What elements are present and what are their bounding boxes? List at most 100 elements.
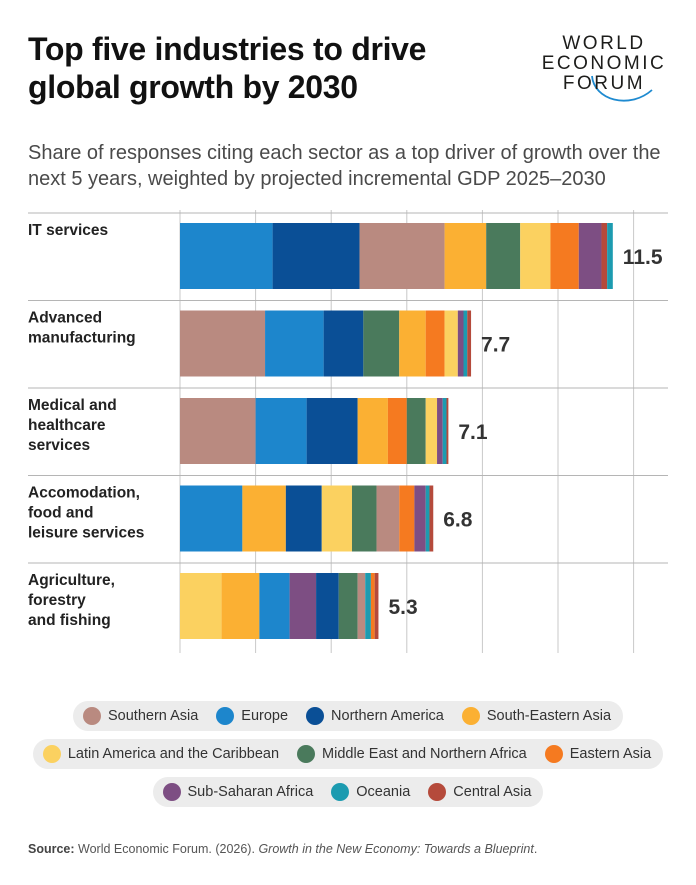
- bar-segment: [444, 310, 458, 377]
- bar-segment: [601, 223, 608, 289]
- legend-pill: Latin America and the Caribbean Middle Ea…: [32, 739, 664, 769]
- legend-item: Middle East and Northern Africa: [293, 745, 527, 763]
- bar-segment: [180, 223, 273, 289]
- bar-segment: [180, 573, 222, 639]
- category-label: Advanced: [28, 310, 102, 327]
- source-end: .: [533, 842, 538, 856]
- bar-segment: [255, 398, 307, 464]
- logo-line-1: WORLD: [562, 33, 646, 54]
- legend-item: Northern America: [302, 707, 444, 725]
- logo-line-2: ECONOMIC: [541, 53, 667, 74]
- legend-item: Eastern Asia: [541, 745, 651, 763]
- bar-segment: [370, 573, 375, 639]
- bar-segment: [376, 485, 400, 552]
- category-label: Agriculture,: [28, 572, 115, 589]
- legend-row-1: Southern Asia Europe Northern America South…: [0, 701, 696, 731]
- legend-swatch: [306, 707, 325, 725]
- legend-row-3: Sub-Saharan Africa Oceania Central Asia: [0, 777, 696, 807]
- legend-swatch: [42, 745, 61, 763]
- bar-segment: [444, 223, 487, 289]
- bar-segment: [467, 310, 472, 377]
- bar-segment: [578, 223, 602, 289]
- bar-segment: [399, 485, 415, 552]
- category-label: and fishing: [28, 612, 111, 629]
- logo-arc-icon: [591, 75, 653, 102]
- stacked-bar-chart: IT services 11.5 Advanced manufacturing 7.7 M…: [28, 210, 668, 653]
- total-label: 5.3: [388, 596, 417, 619]
- legend-label: Europe: [241, 708, 289, 724]
- source-label: Source:: [28, 842, 75, 856]
- bar-segment: [306, 398, 358, 464]
- bar-segment: [425, 310, 445, 377]
- legend-label: Middle East and Northern Africa: [322, 746, 527, 762]
- legend-item: Europe: [212, 707, 288, 725]
- total-label: 7.7: [481, 334, 510, 357]
- bar-segment: [357, 573, 366, 639]
- bar-segment: [520, 223, 551, 289]
- legend-row-2: Latin America and the Caribbean Middle Ea…: [0, 739, 696, 769]
- total-label: 11.5: [623, 246, 663, 269]
- legend-item: South-Eastern Asia: [458, 707, 611, 725]
- legend-item: Central Asia: [424, 783, 531, 801]
- category-label: forestry: [28, 592, 86, 609]
- category-label: leisure services: [28, 525, 144, 542]
- bar-segment: [338, 573, 358, 639]
- category-label: Medical and: [28, 397, 117, 414]
- legend-item: Southern Asia: [79, 707, 198, 725]
- bar-segment: [265, 310, 324, 377]
- bar-segment: [285, 485, 322, 552]
- bar-segment: [359, 223, 445, 289]
- bar-segment: [323, 310, 364, 377]
- bar-segment: [406, 398, 426, 464]
- chart-title: Top five industries to drive global grow…: [28, 31, 427, 105]
- legend-swatch: [461, 707, 480, 725]
- bar-segment: [321, 485, 352, 552]
- bar-segment: [442, 398, 447, 464]
- bar-segment: [221, 573, 260, 639]
- bar-segment: [357, 398, 388, 464]
- bar-segment: [180, 485, 243, 552]
- source-note: Source: World Economic Forum. (2026). Gr…: [28, 842, 537, 856]
- legend-swatch: [82, 707, 101, 725]
- legend-label: South-Eastern Asia: [486, 708, 612, 724]
- bar-segment: [399, 310, 426, 377]
- legend-pill: Sub-Saharan Africa Oceania Central Asia: [152, 777, 544, 807]
- bar-segment: [316, 573, 339, 639]
- bar-segment: [180, 398, 256, 464]
- bar-segment: [242, 485, 286, 552]
- legend-label: Latin America and the Caribbean: [67, 746, 280, 762]
- bar-segment: [351, 485, 377, 552]
- category-label: healthcare: [28, 417, 106, 434]
- bar-segment: [259, 573, 290, 639]
- total-label: 7.1: [458, 421, 488, 444]
- chart-subtitle: Share of responses citing each sector as…: [28, 142, 661, 190]
- bar-segment: [607, 223, 613, 289]
- source-title: Growth in the New Economy: Towards a Blu…: [258, 842, 534, 856]
- category-label: Accomodation,: [28, 485, 140, 502]
- bar-segment: [365, 573, 371, 639]
- legend-swatch: [297, 745, 316, 763]
- source-text: World Economic Forum. (2026).: [78, 842, 255, 856]
- total-label: 6.8: [443, 509, 473, 532]
- bar-segment: [463, 310, 468, 377]
- category-label: food and: [28, 505, 93, 522]
- bar-segment: [437, 398, 443, 464]
- category-label: manufacturing: [28, 330, 136, 347]
- legend-item: Oceania: [327, 783, 410, 801]
- bar-segment: [374, 573, 379, 639]
- bar-segment: [387, 398, 407, 464]
- bar-segment: [425, 485, 430, 552]
- legend-swatch: [331, 783, 350, 801]
- legend-swatch: [428, 783, 447, 801]
- bar-segment: [429, 485, 434, 552]
- logo-line-3: FORUM: [562, 73, 646, 94]
- legend-swatch: [216, 707, 235, 725]
- bar-segment: [486, 223, 521, 289]
- legend-item: Latin America and the Caribbean: [39, 745, 279, 763]
- bar-segment: [457, 310, 464, 377]
- bar-segment: [363, 310, 400, 377]
- legend-label: Northern America: [331, 708, 444, 724]
- category-label: IT services: [28, 222, 108, 239]
- legend-label: Oceania: [356, 784, 411, 800]
- legend-item: Sub-Saharan Africa: [159, 783, 313, 801]
